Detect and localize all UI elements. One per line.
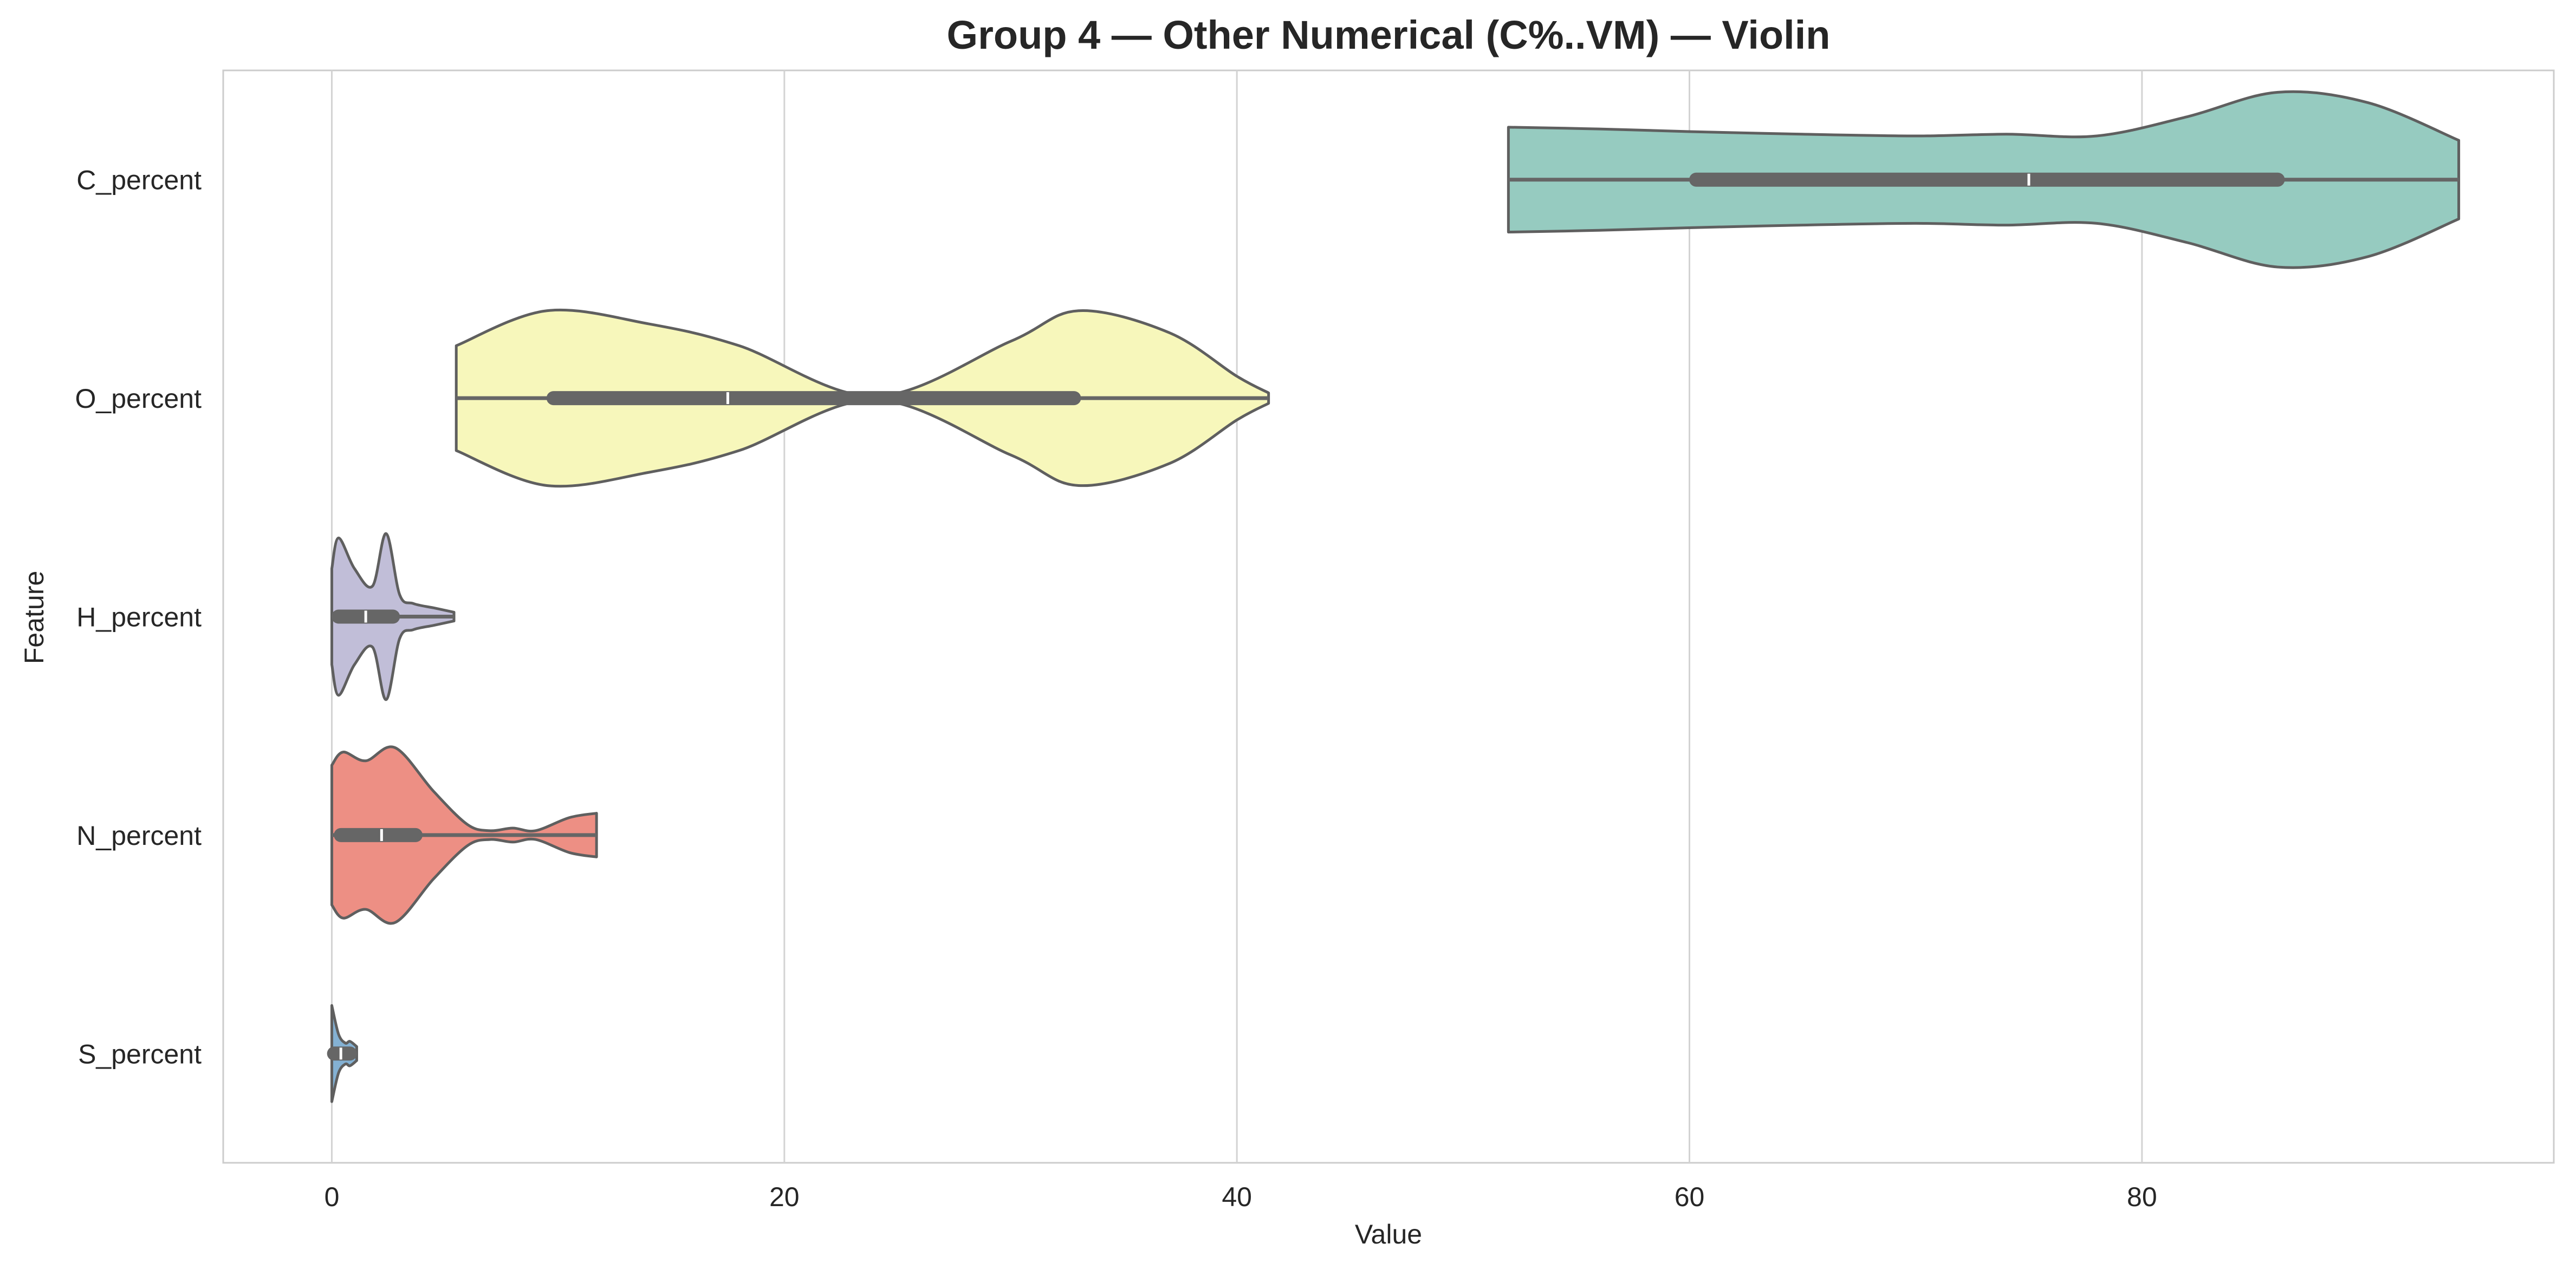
violin-h-percent [330, 532, 456, 701]
y-axis-label: Feature [19, 571, 49, 664]
tick-layer: 0 20 40 60 80 C_percent O_percent H_percent N_pe… [75, 165, 2157, 1212]
x-tick-label: 80 [2127, 1182, 2157, 1212]
violin-o-percent [455, 308, 1270, 488]
violin-s-percent [327, 1004, 358, 1103]
x-tick-label: 0 [325, 1182, 340, 1212]
y-tick-label: N_percent [76, 821, 202, 851]
violin-layer [327, 90, 2461, 1103]
y-tick-label: H_percent [76, 602, 202, 633]
plot-area [222, 69, 2555, 1164]
x-axis-label: Value [1355, 1219, 1422, 1249]
grid-layer [330, 70, 2143, 1163]
y-tick-label: O_percent [75, 383, 202, 414]
x-tick-label: 20 [769, 1182, 800, 1212]
x-tick-label: 40 [1222, 1182, 1252, 1212]
y-tick-label: C_percent [76, 165, 202, 196]
violin-n-percent [330, 745, 598, 925]
x-tick-label: 60 [1675, 1182, 1705, 1212]
violin-c-percent [1507, 90, 2461, 269]
chart-title: Group 4 — Other Numerical (C%..VM) — Vio… [947, 12, 1831, 57]
y-tick-label: S_percent [78, 1039, 202, 1069]
